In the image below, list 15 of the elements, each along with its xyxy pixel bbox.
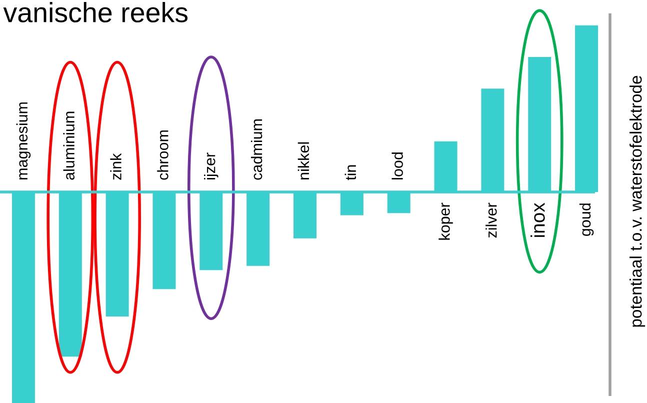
x-tick-label: zilver (486, 202, 497, 238)
x-tick-label: nikkel (298, 142, 310, 180)
x-tick-label: chroom (157, 130, 168, 180)
x-tick-label: ijzer (204, 152, 218, 180)
x-tick-label: inox (530, 202, 545, 237)
x-tick-label: lood (392, 152, 403, 180)
x-tick-label: zink (110, 153, 122, 180)
x-tick-label: koper (438, 202, 453, 240)
x-tick-label: cadmium (250, 119, 262, 180)
x-tick-label: goud (579, 204, 594, 236)
x-tick-label: aluminium (63, 112, 74, 180)
y-axis-title: potentiaal t.o.v. waterstofelektrode (630, 76, 646, 327)
x-tick-label: magnesium (16, 102, 31, 180)
x-tick-label: tin (344, 165, 356, 180)
chart-title: vanische reeks (3, 2, 188, 22)
